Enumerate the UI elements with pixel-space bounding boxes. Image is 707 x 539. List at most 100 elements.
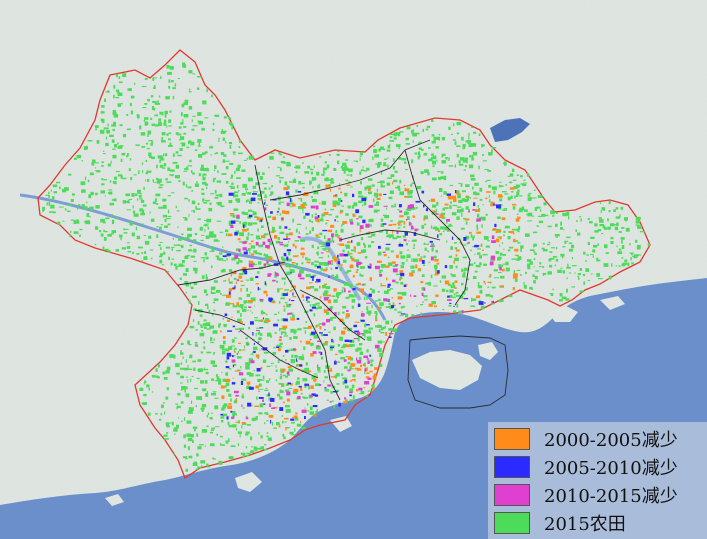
land-patch [196, 453, 199, 457]
land-patch [465, 195, 469, 198]
land-patch [260, 435, 263, 439]
land-patch [519, 207, 525, 210]
land-patch [46, 202, 49, 206]
land-patch [345, 244, 350, 249]
land-patch [497, 216, 501, 219]
land-patch [359, 225, 364, 229]
land-patch [449, 265, 453, 269]
land-patch [310, 342, 314, 346]
land-patch [404, 188, 410, 192]
land-patch [136, 114, 139, 117]
land-patch [361, 284, 364, 286]
land-patch [286, 303, 291, 308]
land-patch [377, 166, 379, 169]
land-patch [250, 234, 254, 236]
land-patch [635, 224, 640, 226]
land-patch [270, 362, 275, 364]
land-patch [230, 215, 233, 217]
land-patch [101, 178, 104, 181]
land-patch [464, 287, 468, 291]
land-patch [421, 148, 424, 151]
land-patch [248, 263, 254, 268]
land-patch [566, 277, 568, 280]
land-patch [130, 110, 133, 115]
land-patch [512, 203, 517, 206]
land-patch [353, 246, 356, 250]
land-patch [444, 203, 449, 206]
land-patch [320, 351, 323, 356]
land-patch [452, 123, 455, 127]
land-patch [165, 178, 168, 181]
land-patch [463, 169, 466, 171]
land-patch [534, 275, 538, 280]
land-patch [172, 87, 176, 90]
land-patch [418, 268, 421, 271]
land-patch [220, 443, 222, 445]
land-patch [226, 389, 230, 392]
land-patch [83, 206, 88, 210]
land-patch [424, 152, 428, 155]
land-patch [376, 260, 382, 263]
land-patch [360, 319, 365, 322]
land-patch [251, 446, 253, 448]
land-patch [225, 382, 230, 386]
land-patch [488, 276, 492, 278]
land-patch [378, 148, 381, 152]
land-patch [302, 187, 305, 189]
land-patch [264, 318, 270, 321]
land-patch [577, 232, 581, 236]
land-patch [313, 190, 318, 195]
land-patch [289, 181, 293, 183]
land-patch [159, 253, 163, 256]
land-patch [516, 213, 519, 215]
land-patch [469, 231, 472, 234]
land-patch [323, 247, 327, 251]
land-patch [220, 205, 225, 208]
land-patch [475, 264, 481, 268]
land-patch [104, 248, 109, 251]
land-patch [532, 215, 535, 217]
land-patch [531, 287, 533, 290]
land-patch [259, 327, 263, 329]
land-patch [231, 316, 233, 318]
land-patch [180, 342, 184, 345]
land-patch [430, 225, 433, 229]
land-patch [517, 189, 520, 193]
land-patch [482, 216, 486, 221]
land-patch [155, 368, 158, 372]
land-patch [213, 177, 216, 180]
legend-item-2005-2010: 2005-2010减少 [494, 453, 707, 481]
land-patch [359, 157, 361, 161]
land-patch [211, 265, 213, 269]
land-patch [203, 289, 207, 294]
land-patch [389, 234, 391, 239]
land-patch [236, 261, 240, 265]
land-patch [136, 235, 141, 240]
land-patch [282, 293, 288, 296]
land-patch [145, 172, 148, 175]
land-patch [311, 376, 316, 380]
land-patch [260, 446, 264, 450]
land-patch [145, 160, 148, 162]
land-patch [431, 243, 435, 246]
land-patch [303, 327, 308, 329]
land-patch [293, 348, 296, 351]
land-patch [351, 379, 355, 381]
land-patch [150, 95, 154, 98]
land-patch [620, 206, 624, 210]
land-patch [456, 121, 462, 126]
land-patch [302, 212, 304, 214]
land-patch [358, 195, 364, 198]
land-patch [585, 268, 590, 272]
land-patch [345, 313, 350, 317]
land-patch [489, 261, 494, 266]
land-patch [378, 271, 382, 274]
land-patch [527, 212, 533, 217]
land-patch [579, 216, 582, 218]
land-patch [160, 247, 162, 250]
land-patch [620, 237, 625, 240]
land-patch [223, 324, 227, 328]
land-patch [342, 305, 347, 309]
